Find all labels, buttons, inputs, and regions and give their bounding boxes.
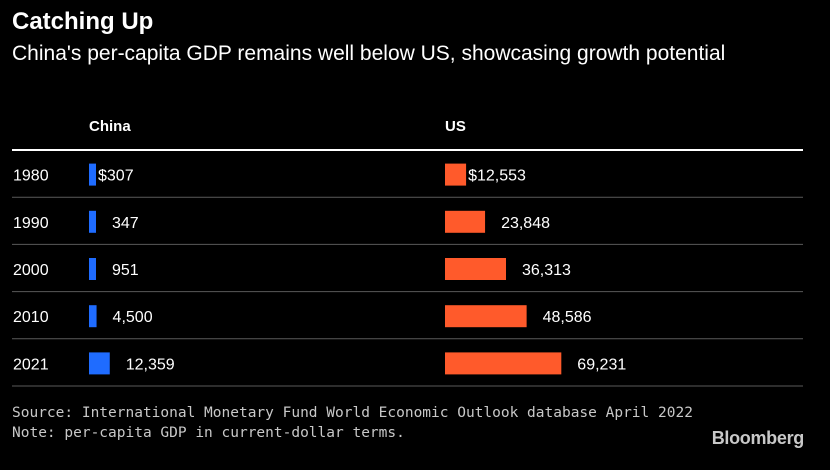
- units-note: Note: per-capita GDP in current-dollar t…: [12, 425, 405, 441]
- data-label-china: 347: [112, 215, 139, 232]
- data-label-us: 36,313: [522, 262, 571, 279]
- data-label-china: 951: [112, 262, 139, 279]
- series-header-china: China: [89, 118, 131, 135]
- data-label-us: 69,231: [577, 356, 626, 373]
- data-label-us: $12,553: [468, 168, 526, 185]
- footnotes: Source: International Monetary Fund Worl…: [12, 403, 693, 443]
- bar-china: [89, 163, 96, 186]
- bar-china: [89, 210, 96, 233]
- bar-chart: China US 1980 $307 $12,553 1990 347 23,848 2000 9…: [12, 118, 803, 387]
- series-header-us: US: [445, 118, 466, 135]
- chart-title: Catching Up: [12, 8, 154, 35]
- chart-subtitle: China's per-capita GDP remains well belo…: [12, 42, 726, 65]
- category-label: 1990: [13, 215, 49, 232]
- bar-china: [89, 258, 96, 280]
- data-label-us: 23,848: [501, 215, 550, 232]
- bar-us: [445, 258, 507, 280]
- source-note: Source: International Monetary Fund Worl…: [12, 405, 693, 421]
- bar-china: [89, 352, 110, 375]
- category-label: 2010: [13, 309, 49, 326]
- bar-us: [445, 210, 486, 233]
- bar-us: [445, 352, 562, 375]
- category-label: 2000: [13, 262, 49, 279]
- bar-china: [89, 305, 97, 328]
- data-label-china: $307: [98, 168, 134, 185]
- bar-us: [445, 305, 527, 328]
- data-label-us: 48,586: [543, 309, 592, 326]
- bar-us: [445, 163, 467, 186]
- data-label-china: 4,500: [113, 309, 153, 326]
- bloomberg-logo: Bloomberg: [711, 428, 805, 448]
- data-label-china: 12,359: [126, 356, 175, 373]
- category-label: 2021: [13, 356, 49, 373]
- category-label: 1980: [13, 168, 49, 185]
